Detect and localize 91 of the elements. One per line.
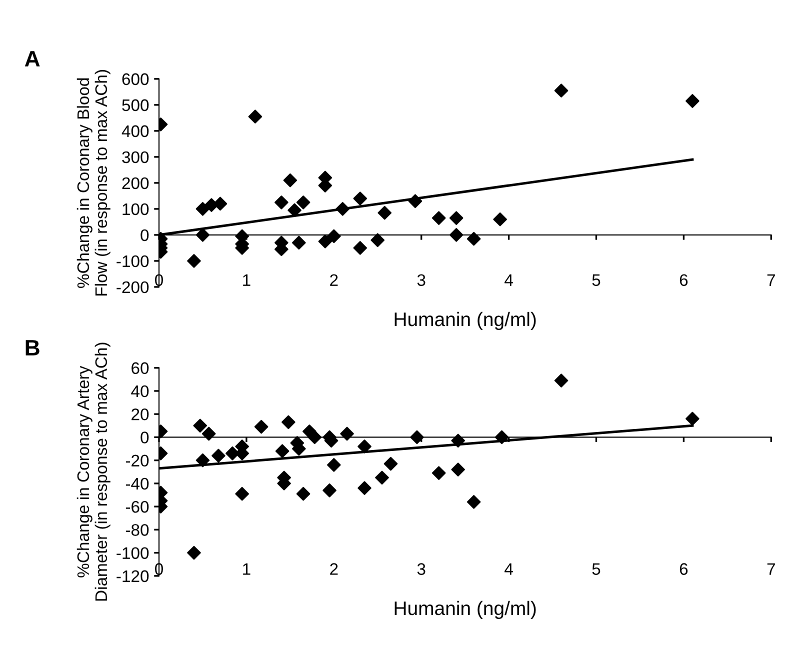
point <box>340 426 354 441</box>
point <box>494 430 509 444</box>
x-tick-label: 2 <box>330 274 338 286</box>
x-tick-label: 5 <box>592 563 600 575</box>
chart-title: A <box>24 51 40 66</box>
x-axis-title: Humanin (ng/ml) <box>394 600 536 619</box>
y-tick-label: -80 <box>126 524 149 536</box>
y-tick-label: 0 <box>140 229 149 242</box>
point <box>326 458 341 472</box>
point <box>686 94 700 108</box>
point <box>451 434 465 448</box>
point <box>254 420 268 434</box>
y-tick-label: -20 <box>126 454 149 467</box>
point <box>449 211 464 225</box>
point <box>432 466 446 480</box>
point <box>296 196 310 210</box>
x-tick-label: 1 <box>243 274 250 286</box>
chart-title: B <box>26 340 40 356</box>
x-tick-label: 1 <box>243 563 250 575</box>
point <box>358 481 372 495</box>
x-axis-title: Humanin (ng/ml) <box>394 312 536 330</box>
point <box>686 412 700 426</box>
x-tick-label: 2 <box>330 563 338 575</box>
point <box>235 486 249 501</box>
x-tick-label: 5 <box>592 274 600 286</box>
y-tick-label: -100 <box>116 255 149 268</box>
x-tick-label: 3 <box>417 274 426 286</box>
point <box>432 211 446 225</box>
point <box>283 173 298 188</box>
point <box>318 234 332 248</box>
y-tick-label: -200 <box>116 281 149 294</box>
y-tick-label: 100 <box>122 203 149 216</box>
point <box>193 418 208 433</box>
point <box>292 236 306 250</box>
y-tick-label: 300 <box>122 151 149 164</box>
point <box>384 456 398 471</box>
y-tick-label: 20 <box>132 408 149 420</box>
point <box>408 194 422 208</box>
point <box>202 426 216 441</box>
x-tick-label: 7 <box>767 274 775 286</box>
point <box>326 229 341 244</box>
point <box>466 232 481 246</box>
point <box>449 228 464 242</box>
y-tick-label: -60 <box>126 500 149 513</box>
point <box>370 233 385 248</box>
y-tick-label: -40 <box>126 478 149 490</box>
point <box>288 203 302 218</box>
x-tick-label: 6 <box>680 274 688 286</box>
point <box>248 110 262 124</box>
point <box>410 430 424 444</box>
point <box>353 241 368 255</box>
x-tick-label: 7 <box>767 563 775 575</box>
point <box>213 196 228 211</box>
point <box>378 206 392 220</box>
point <box>375 470 389 485</box>
point <box>196 202 210 216</box>
x-tick-label: 3 <box>417 563 426 575</box>
point <box>554 374 568 388</box>
y-tick-label: 500 <box>122 99 149 112</box>
point <box>275 444 290 458</box>
y-tick-label: 60 <box>132 362 149 374</box>
y-axis-title: %Change in Coronary Blood Flow (in response to max ACh) <box>76 70 110 296</box>
x-tick-label: 4 <box>504 274 513 286</box>
point <box>212 448 226 463</box>
point <box>322 483 336 498</box>
y-tick-label: 40 <box>131 385 149 398</box>
point <box>493 212 507 226</box>
point <box>196 453 210 468</box>
point <box>308 430 322 444</box>
y-axis-title: %Change in Coronary Artery Diameter (in response to max ACh) <box>76 342 110 601</box>
point <box>187 546 201 560</box>
y-tick-label: -100 <box>116 547 149 559</box>
point <box>187 254 201 268</box>
point <box>554 84 568 98</box>
x-tick-label: 4 <box>504 563 513 575</box>
y-tick-label: 400 <box>122 125 149 138</box>
point <box>451 462 465 476</box>
point <box>466 495 481 509</box>
point <box>196 228 210 242</box>
point <box>226 446 240 460</box>
y-tick-label: 200 <box>122 177 149 190</box>
point <box>282 415 296 430</box>
x-tick-label: 6 <box>680 563 688 575</box>
point <box>296 486 310 501</box>
y-tick-label: 600 <box>122 73 149 86</box>
point <box>274 196 288 210</box>
y-tick-label: -120 <box>116 570 149 582</box>
y-tick-label: 0 <box>140 432 149 444</box>
point <box>353 192 368 206</box>
point <box>336 202 350 216</box>
point <box>358 440 372 454</box>
